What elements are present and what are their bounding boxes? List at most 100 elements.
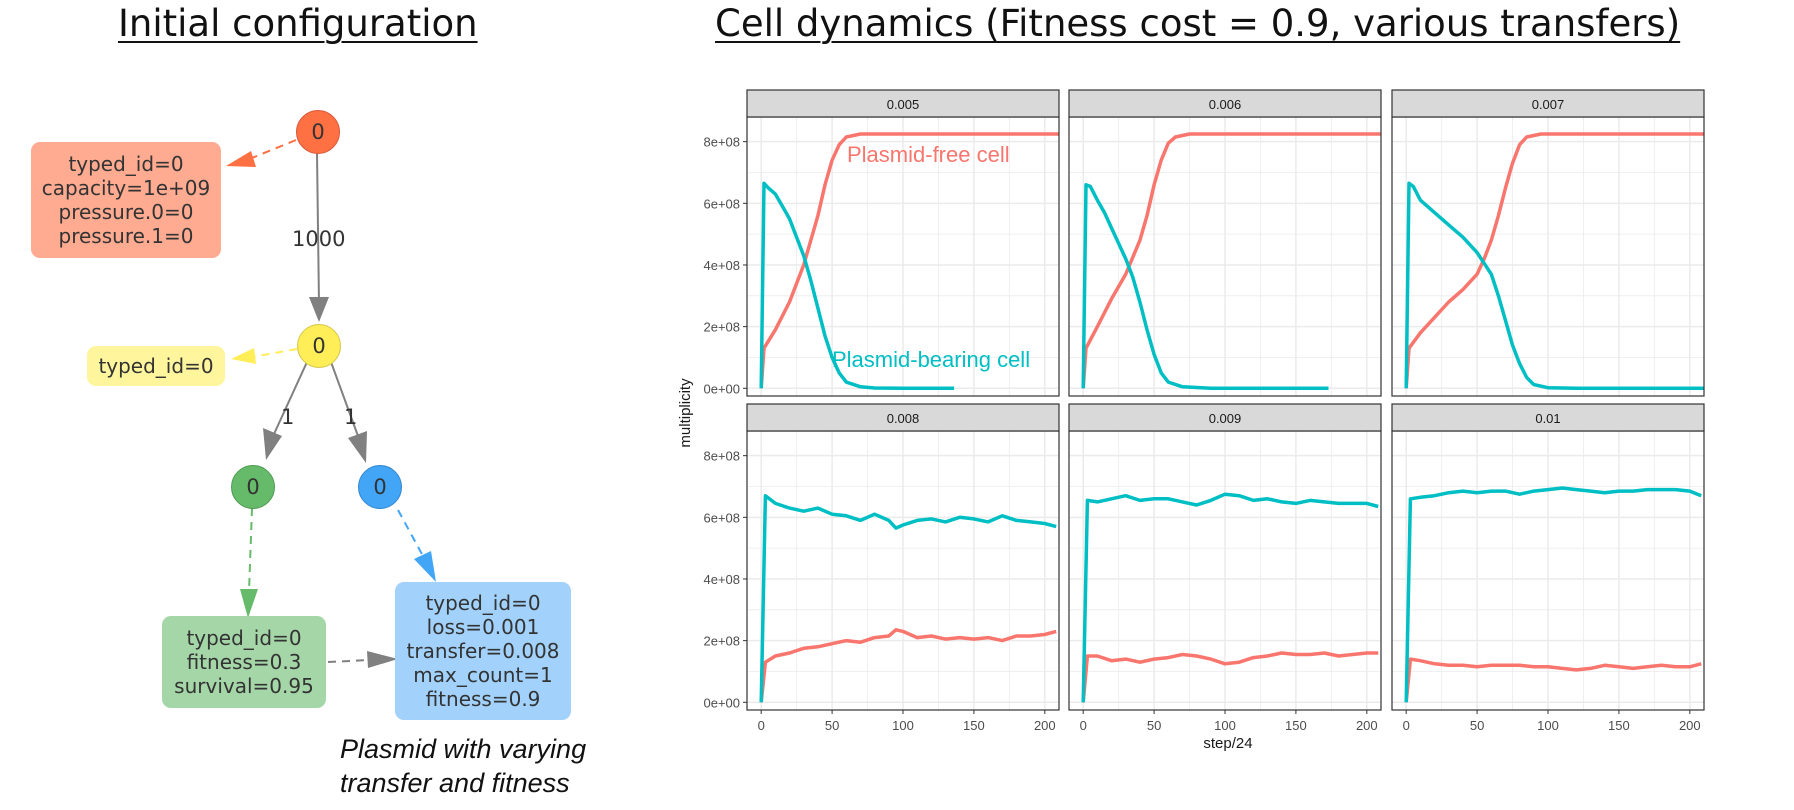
- caption-line: Plasmid with varying: [340, 734, 587, 764]
- node-green-label: 0: [246, 475, 260, 499]
- series-line-plasmid-free: [1081, 651, 1379, 703]
- series-line-plasmid-bearing: [1404, 486, 1702, 703]
- edge-green-box-to-blue-box: [327, 659, 371, 663]
- series-line-plasmid-bearing: [1081, 183, 1329, 391]
- annotation-plasmid-bearing: Plasmid-bearing cell: [832, 347, 1030, 372]
- node-root: 0: [296, 110, 340, 154]
- right-title: Cell dynamics (Fitness cost = 0.9, vario…: [715, 2, 1681, 45]
- facet-strip-label: 0.005: [887, 97, 920, 112]
- box-line: typed_id=0: [68, 152, 184, 176]
- facet-panel-0.01: 0.01 0 50 100 150 200: [1391, 403, 1705, 733]
- edge-green-to-green-box: [248, 507, 253, 593]
- caption-line: transfer and fitness: [340, 768, 570, 798]
- edge-top-to-yellow-arrowhead: [309, 297, 329, 322]
- facet-panel-0.005: 0.005 0e+00 2e+08 4e+08 6e+08 8e+08: [703, 89, 1060, 397]
- node-yellow: 0: [297, 324, 341, 368]
- facet-strip: [1391, 403, 1705, 432]
- x-tick-label: 50: [1470, 718, 1484, 733]
- edge-yellow-to-green-arrowhead: [263, 428, 282, 460]
- box-line: survival=0.95: [174, 674, 314, 698]
- y-tick-label: 0e+00: [703, 695, 740, 710]
- box-line: typed_id=0: [425, 591, 541, 615]
- x-tick-label: 50: [1147, 718, 1161, 733]
- edge-top-to-orange-box: [246, 139, 297, 161]
- y-axis-title: multiplicity: [677, 378, 694, 448]
- x-tick-label: 200: [1034, 718, 1056, 733]
- facet-panel-0.009: 0.009 0 50 100 150 200: [1068, 403, 1382, 733]
- facet-strip: [1391, 89, 1705, 118]
- facet-strip-label: 0.007: [1532, 97, 1565, 112]
- attribute-box-green: typed_id=0 fitness=0.3 survival=0.95: [162, 616, 326, 708]
- y-tick-label: 6e+08: [703, 196, 740, 211]
- series-line-plasmid-bearing: [1404, 181, 1704, 391]
- facet-strip-label: 0.006: [1209, 97, 1242, 112]
- box-line: pressure.0=0: [58, 200, 194, 224]
- series-line-plasmid-free: [1404, 132, 1704, 389]
- box-line: pressure.1=0: [58, 224, 194, 248]
- y-tick-label: 4e+08: [703, 258, 740, 273]
- x-tick-label: 100: [1537, 718, 1559, 733]
- series-line-plasmid-bearing: [759, 181, 955, 391]
- edge-yellow-to-blue: [330, 361, 359, 437]
- facet-panel-0.007: 0.007: [1391, 89, 1705, 397]
- series-line-plasmid-bearing: [1081, 492, 1379, 703]
- series-line-plasmid-free: [759, 628, 1057, 703]
- node-green: 0: [231, 465, 275, 509]
- attribute-box-blue: typed_id=0 loss=0.001 transfer=0.008 max…: [395, 582, 571, 720]
- box-line: typed_id=0: [98, 354, 214, 378]
- y-tick-label: 6e+08: [703, 510, 740, 525]
- annotation-plasmid-free: Plasmid-free cell: [847, 142, 1010, 167]
- edge-yellow-to-green: [273, 361, 308, 435]
- node-blue: 0: [358, 465, 402, 509]
- edge-label-yellow-green: 1: [281, 405, 295, 429]
- x-tick-label: 150: [1285, 718, 1307, 733]
- x-tick-label: 200: [1679, 718, 1701, 733]
- box-line: loss=0.001: [426, 615, 540, 639]
- series-line-plasmid-bearing: [759, 493, 1057, 703]
- facet-strip-label: 0.008: [887, 411, 920, 426]
- facet-panel-0.008: 0.008 0e+00 2e+08 4e+08 6e+08 8e+08 0 50 100 150 2…: [703, 403, 1060, 733]
- edge-top-to-yellow: [316, 152, 320, 305]
- diagram-caption: Plasmid with varying transfer and fitnes…: [340, 732, 586, 800]
- node-yellow-label: 0: [312, 334, 326, 358]
- series-line-plasmid-free: [1404, 657, 1702, 703]
- facet-strip-label: 0.009: [1209, 411, 1242, 426]
- y-tick-label: 2e+08: [703, 634, 740, 649]
- x-tick-label: 100: [1214, 718, 1236, 733]
- y-tick-label: 8e+08: [703, 135, 740, 150]
- facet-strip: [746, 403, 1060, 432]
- x-tick-label: 150: [1608, 718, 1630, 733]
- facet-panel-0.006: 0.006: [1068, 89, 1382, 397]
- attribute-box-yellow: typed_id=0: [87, 346, 225, 386]
- edge-yellow-to-yellow-box: [251, 348, 298, 358]
- series-line-plasmid-free: [759, 132, 1059, 389]
- facet-strip: [1068, 89, 1382, 118]
- y-tick-label: 8e+08: [703, 449, 740, 464]
- x-tick-label: 0: [1403, 718, 1410, 733]
- x-tick-label: 0: [758, 718, 765, 733]
- configuration-diagram-edges: [226, 139, 436, 668]
- facet-strip: [746, 89, 1060, 118]
- x-tick-label: 0: [1080, 718, 1087, 733]
- left-title: Initial configuration: [118, 2, 478, 45]
- edge-green-to-green-box-arrowhead: [240, 589, 258, 618]
- edge-blue-to-blue-box: [397, 509, 424, 557]
- x-tick-label: 200: [1356, 718, 1378, 733]
- edge-top-to-orange-box-arrowhead: [226, 151, 256, 167]
- box-line: capacity=1e+09: [41, 176, 211, 200]
- box-line: typed_id=0: [186, 626, 302, 650]
- x-tick-label: 150: [963, 718, 985, 733]
- y-tick-label: 2e+08: [703, 320, 740, 335]
- y-tick-label: 4e+08: [703, 572, 740, 587]
- edge-label-yellow-blue: 1: [344, 405, 358, 429]
- attribute-box-orange: typed_id=0 capacity=1e+09 pressure.0=0 p…: [31, 142, 221, 258]
- facet-strip: [1068, 403, 1382, 432]
- edge-green-box-to-blue-box-arrowhead: [367, 651, 398, 668]
- edge-yellow-to-blue-arrowhead: [348, 431, 367, 463]
- node-blue-label: 0: [373, 475, 387, 499]
- x-tick-label: 50: [825, 718, 839, 733]
- box-line: transfer=0.008: [406, 639, 560, 663]
- x-axis-title: step/24: [1203, 735, 1252, 752]
- facet-strip-label: 0.01: [1535, 411, 1560, 426]
